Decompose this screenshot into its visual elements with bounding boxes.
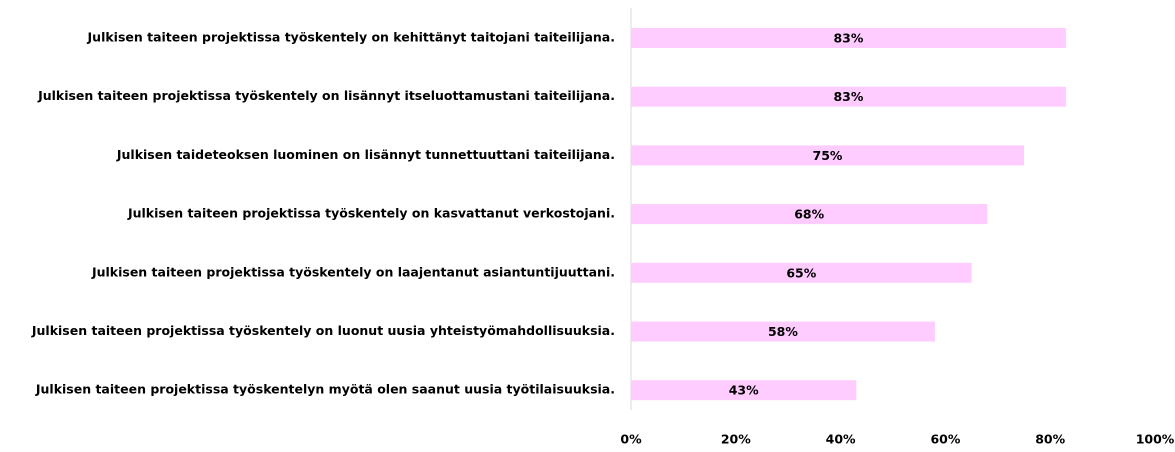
y-tick-label: Julkisen taiteen projektissa työskentely… <box>35 382 615 397</box>
y-tick-label: Julkisen taiteen projektissa työskentely… <box>91 264 615 279</box>
bar <box>631 204 988 225</box>
data-label: 58% <box>768 324 798 339</box>
x-tick-label: 0% <box>620 432 642 447</box>
y-tick-label: Julkisen taiteen projektissa työskentely… <box>127 206 615 221</box>
x-tick-label: 40% <box>826 432 856 447</box>
data-label: 83% <box>833 89 863 104</box>
x-tick-label: 80% <box>1035 432 1065 447</box>
bar <box>631 28 1066 48</box>
x-tick-label: 60% <box>930 432 960 447</box>
y-tick-label: Julkisen taiteen projektissa työskentely… <box>31 323 615 338</box>
data-label: 65% <box>786 265 816 280</box>
x-tick-label: 100% <box>1136 432 1175 447</box>
data-label: 83% <box>833 31 863 46</box>
y-tick-label: Julkisen taideteoksen luominen on lisänn… <box>116 147 615 162</box>
data-label: 43% <box>729 383 759 398</box>
data-label: 75% <box>813 148 843 163</box>
bar <box>631 321 935 342</box>
x-tick-label: 20% <box>721 432 751 447</box>
bar <box>631 86 1066 107</box>
y-tick-label: Julkisen taiteen projektissa työskentely… <box>37 88 615 103</box>
bar <box>631 262 972 283</box>
y-tick-label: Julkisen taiteen projektissa työskentely… <box>87 30 615 45</box>
bar <box>631 145 1024 166</box>
data-label: 68% <box>794 207 824 222</box>
bar <box>631 380 857 401</box>
